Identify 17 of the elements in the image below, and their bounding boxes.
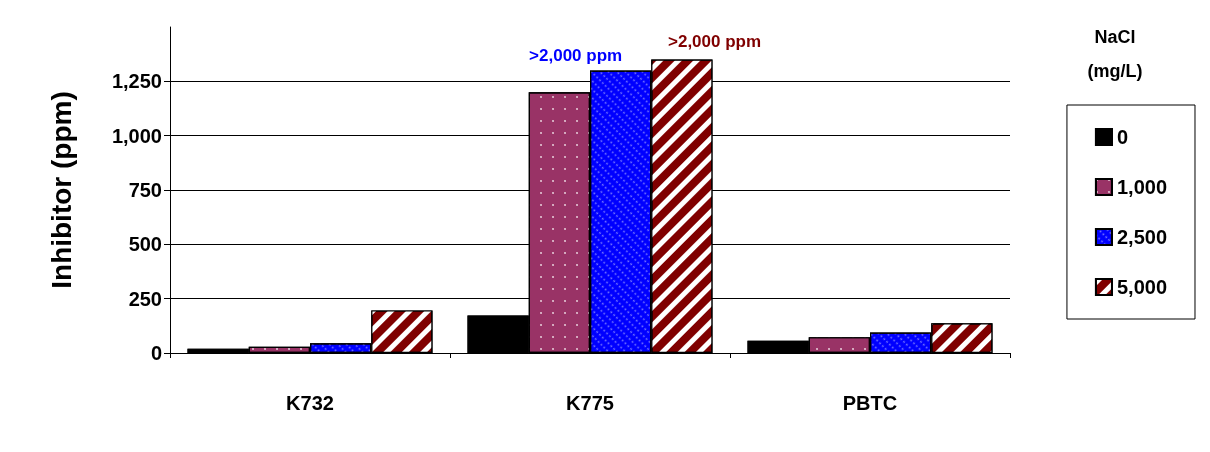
y-tick-label: 1,000: [111, 124, 162, 147]
y-axis-title: Inhibitor (ppm): [45, 91, 77, 289]
y-tick-label: 0: [150, 342, 162, 364]
legend-label: 1,000: [1116, 176, 1168, 198]
annotation: >2,000 ppm: [668, 32, 762, 51]
annotation: >2,000 ppm: [529, 46, 623, 66]
x-tick-label: PBTC: [842, 392, 898, 414]
x-tick-label: K775: [566, 392, 614, 414]
legend-title: NaCl (mg/L): [1087, 27, 1143, 81]
legend-label: 2,500: [1116, 226, 1168, 248]
legend-label: 0: [1116, 126, 1129, 148]
legend-label: 5,000: [1116, 276, 1168, 298]
y-tick-label: 250: [128, 287, 162, 310]
y-tick-label: 750: [128, 179, 162, 201]
y-tick-label: 500: [128, 233, 162, 256]
y-tick-label: 1,250: [111, 70, 162, 93]
x-tick-label: K732: [286, 392, 334, 414]
